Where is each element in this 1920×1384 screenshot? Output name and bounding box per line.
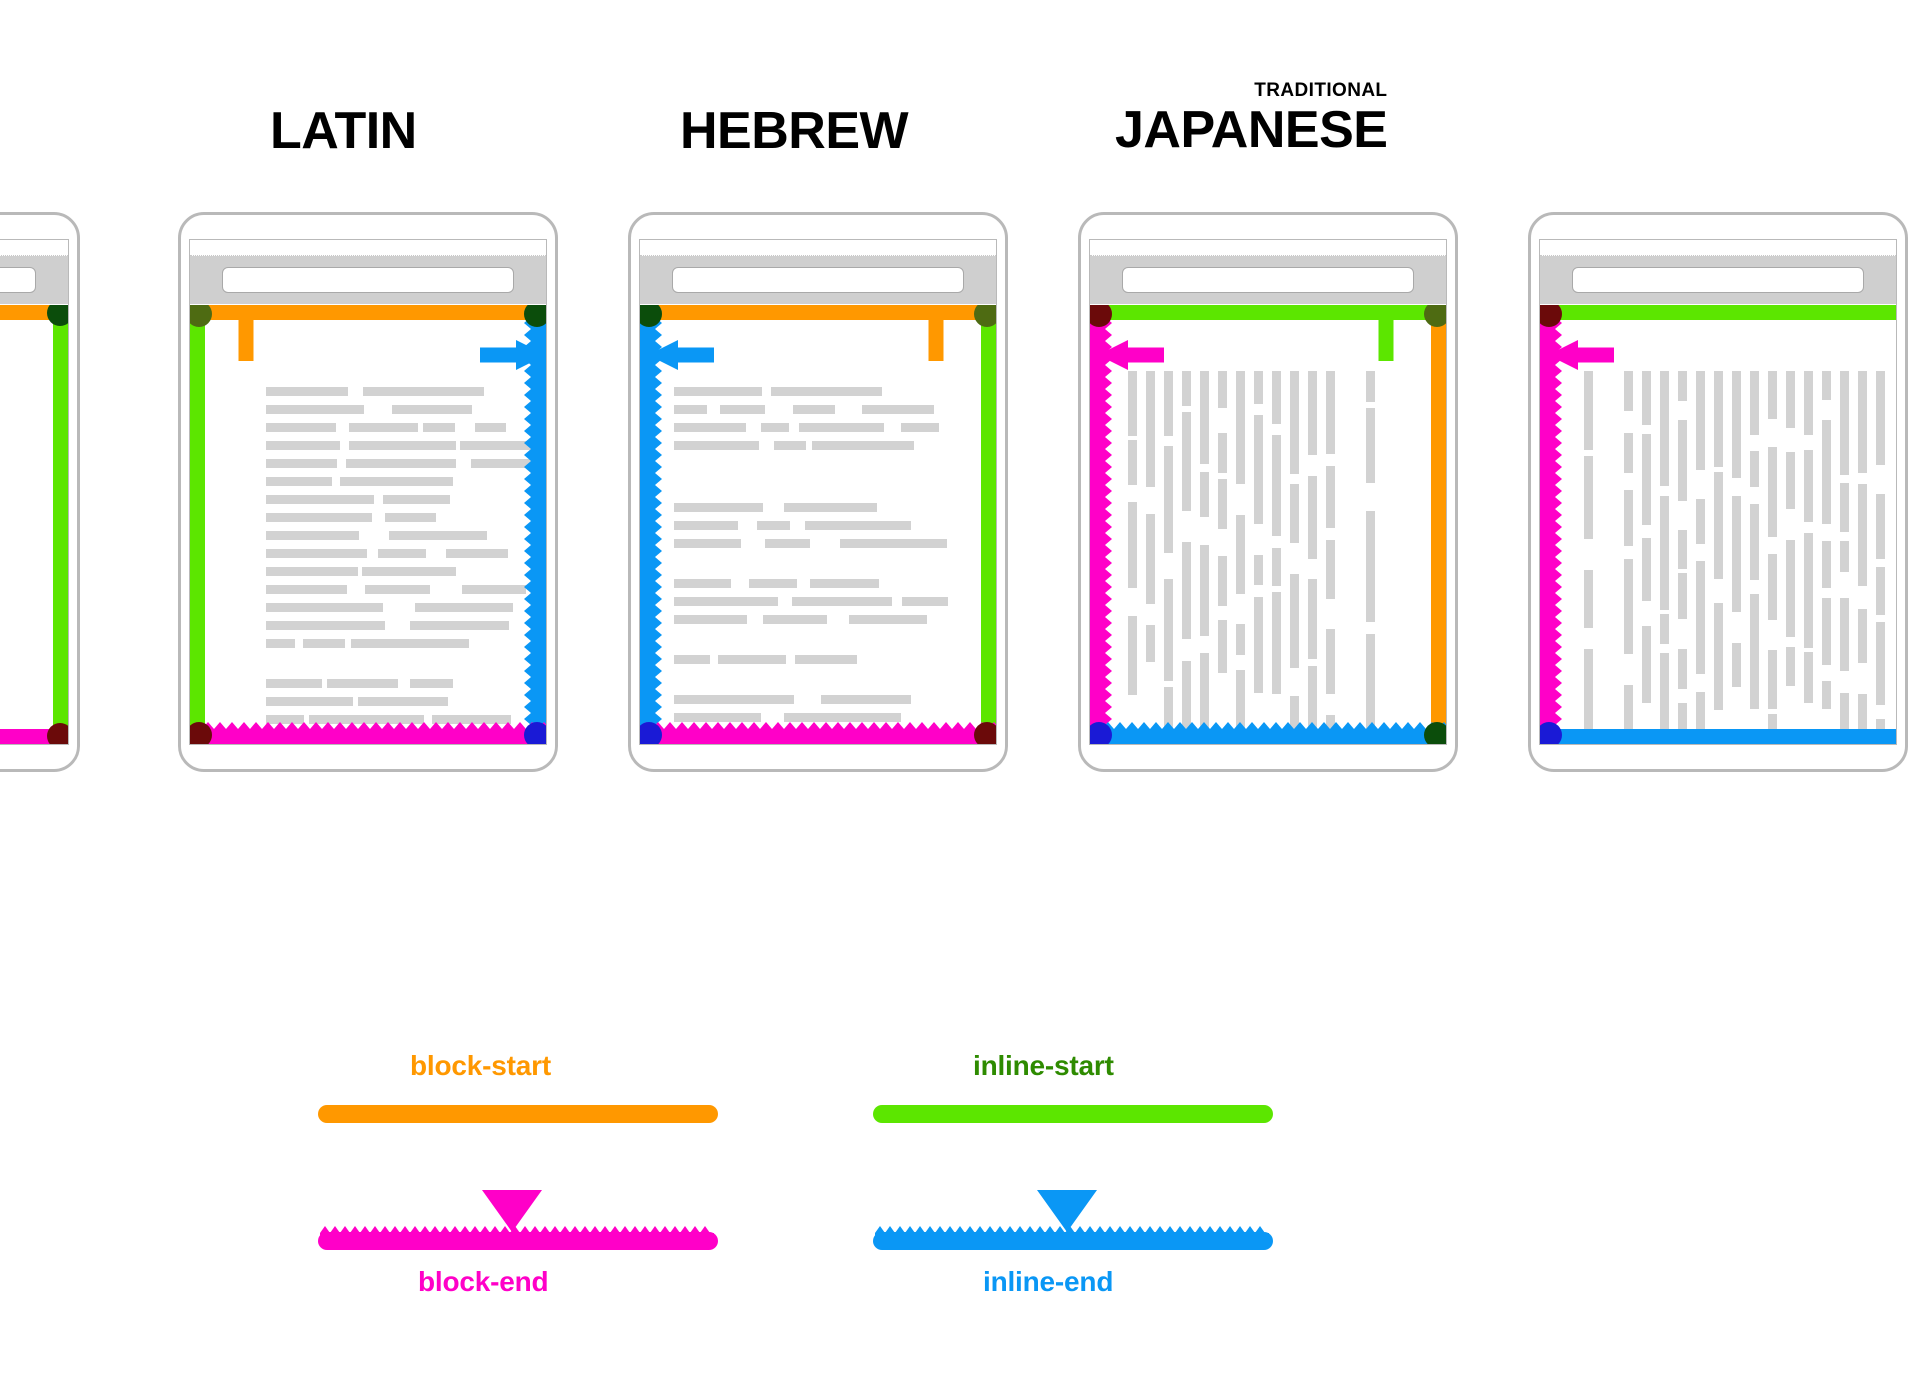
edge-inline-start xyxy=(190,305,205,744)
phone-screen xyxy=(639,239,997,745)
edge-block-end xyxy=(1090,305,1112,744)
edge-inline-start xyxy=(53,305,68,744)
corner-dot-block-start-inline-start xyxy=(1424,305,1446,327)
corner-dot-inline-start-end xyxy=(640,305,662,327)
legend-block-end-bar xyxy=(318,1226,718,1250)
page-text-placeholder xyxy=(1128,371,1375,744)
block-direction-arrow xyxy=(1548,340,1896,370)
corner-dot-start xyxy=(47,305,68,326)
browser-toolbar xyxy=(1540,256,1896,304)
legend-inline-arrow xyxy=(1037,1110,1097,1232)
phone-mock-japanese xyxy=(1078,212,1458,772)
heading-japanese-superscript: TRADITIONAL xyxy=(1254,80,1388,101)
browser-chrome-top xyxy=(0,240,68,256)
edge-inline-end xyxy=(524,305,546,744)
address-bar[interactable] xyxy=(0,267,36,293)
corner-dot-block-start-inline-start xyxy=(974,305,996,327)
legend-inline-start-label: inline-start xyxy=(973,1050,1114,1081)
browser-chrome-top xyxy=(1540,240,1896,256)
heading-japanese: TRADITIONAL JAPANESE xyxy=(1115,80,1388,159)
page-viewport xyxy=(1540,305,1896,744)
corner-dot-inline-end xyxy=(1090,722,1112,744)
corner-dot-inline-end xyxy=(1540,722,1562,744)
browser-toolbar xyxy=(640,256,996,304)
phone-screen xyxy=(0,239,69,745)
legend-inline-end-bar xyxy=(873,1226,1273,1250)
legend-block: block-start block-end xyxy=(300,1050,720,1340)
corner-dot-inline-end xyxy=(640,722,662,744)
browser-chrome-top xyxy=(640,240,996,256)
inline-direction-arrow xyxy=(1371,307,1401,744)
heading-hebrew-label: HEBREW xyxy=(680,102,909,160)
heading-hebrew: HEBREW xyxy=(680,102,909,160)
phone-mock-partial-right xyxy=(1528,212,1908,772)
block-direction-arrow xyxy=(1098,340,1446,370)
corner-dot-block-end xyxy=(974,722,996,744)
phone-mock-latin xyxy=(178,212,558,772)
page-viewport xyxy=(1090,305,1446,744)
phone-screen xyxy=(189,239,547,745)
corner-dot-block-start-inline-start xyxy=(190,305,212,327)
phone-screen xyxy=(1089,239,1447,745)
edge-inline-end xyxy=(1540,729,1896,744)
edge-inline-start xyxy=(1090,305,1446,320)
heading-latin-label: LATIN xyxy=(270,102,417,160)
corner-dot-end xyxy=(47,723,68,744)
block-direction-arrow xyxy=(231,307,261,744)
corner-dot-block-end xyxy=(1540,305,1562,327)
edge-inline-end xyxy=(1090,722,1446,744)
corner-dot-block-end xyxy=(1090,305,1112,327)
edge-inline-start xyxy=(981,305,996,744)
address-bar[interactable] xyxy=(1122,267,1414,293)
block-direction-arrow xyxy=(921,307,951,744)
phone-screen xyxy=(1539,239,1897,745)
legend-block-start-label: block-start xyxy=(410,1050,551,1081)
edge-block-end xyxy=(640,722,996,744)
browser-toolbar xyxy=(0,256,68,304)
page-viewport xyxy=(640,305,996,744)
page-viewport xyxy=(0,305,68,744)
address-bar[interactable] xyxy=(672,267,964,293)
address-bar[interactable] xyxy=(1572,267,1864,293)
heading-japanese-label: JAPANESE xyxy=(1115,101,1388,159)
legend-block-end-label: block-end xyxy=(418,1266,549,1297)
legend-inline: inline-start inline-end xyxy=(855,1050,1275,1340)
page-viewport xyxy=(190,305,546,744)
corner-dot-block-end xyxy=(190,722,212,744)
corner-dot-inline-end xyxy=(524,722,546,744)
browser-toolbar xyxy=(190,256,546,304)
phone-mock-partial-left xyxy=(0,212,80,772)
edge-inline-start xyxy=(1540,305,1896,320)
page-text-placeholder xyxy=(266,387,537,742)
corner-dot-inline-start-end xyxy=(524,305,546,327)
edge-block-start xyxy=(190,305,546,320)
edge-block-start xyxy=(1431,305,1446,744)
browser-toolbar xyxy=(1090,256,1446,304)
legend-block-arrow xyxy=(482,1110,542,1232)
edge-block-end xyxy=(190,722,546,744)
edge-block-start xyxy=(640,305,996,320)
phone-mock-hebrew xyxy=(628,212,1008,772)
address-bar[interactable] xyxy=(222,267,514,293)
legend-inline-end-label: inline-end xyxy=(983,1266,1114,1297)
edge-block-end xyxy=(1540,305,1562,744)
browser-chrome-top xyxy=(1090,240,1446,256)
heading-latin: LATIN xyxy=(270,105,417,157)
corner-dot-inline-start-end xyxy=(1424,722,1446,744)
edge-inline-end xyxy=(640,305,662,744)
browser-chrome-top xyxy=(190,240,546,256)
inline-direction-arrow xyxy=(648,340,996,370)
